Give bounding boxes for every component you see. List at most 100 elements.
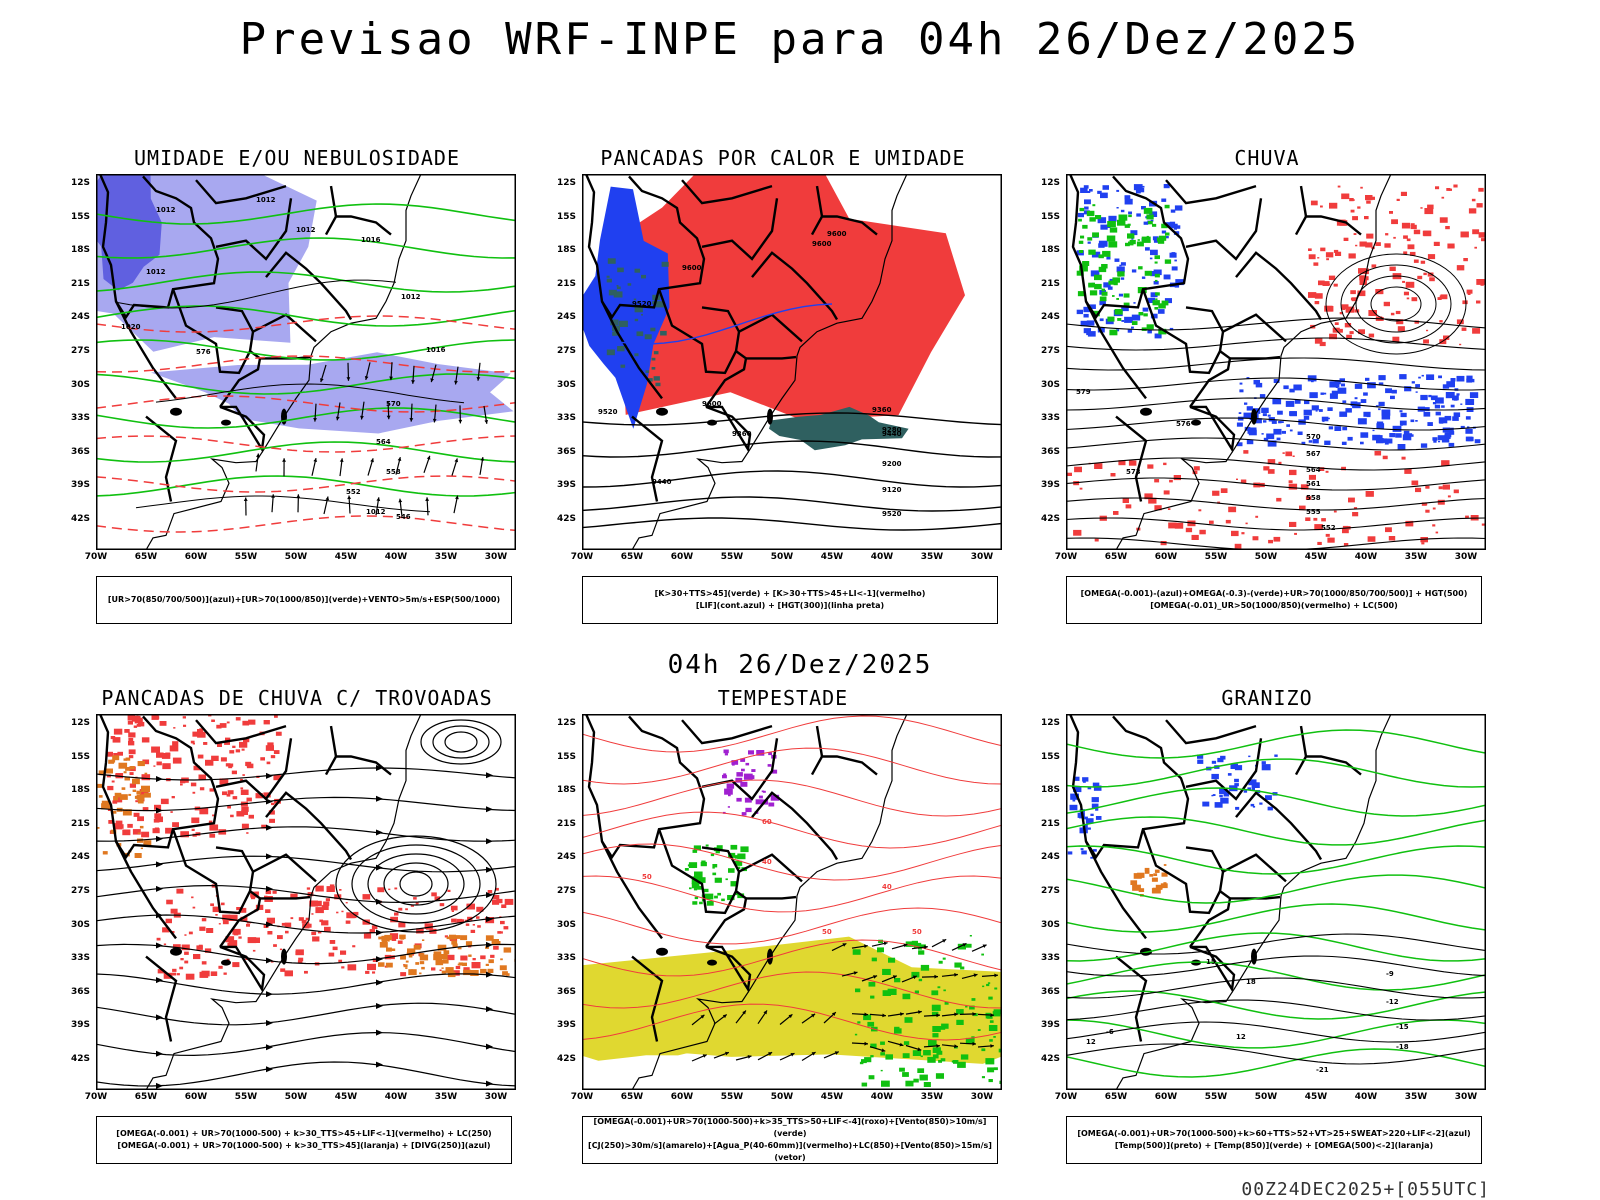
state-border (815, 725, 824, 757)
wind-vector-head (899, 1042, 904, 1047)
streamline-arrow (486, 1080, 493, 1087)
lon-tick-label: 70W (570, 552, 594, 562)
wind850-green-cell (700, 861, 707, 867)
omega-green-cell (1164, 259, 1172, 264)
wind850-green-cell (684, 868, 689, 871)
wind850-green-cell (730, 844, 738, 850)
thunderstorm-red-cell (248, 719, 256, 725)
thunderstorm-red-cell (273, 944, 277, 947)
shower-orange-cell (405, 967, 408, 969)
wind850-green-cell (712, 872, 717, 876)
lat-tick-label: 24S (556, 852, 576, 863)
lat-tick-label: 21S (1040, 818, 1060, 829)
rain-red-cell (1439, 320, 1443, 323)
thunderstorm-red-cell (439, 903, 445, 907)
hail-blue-cell (1069, 804, 1078, 811)
streamline-high (432, 725, 490, 759)
wind850-green-cell (954, 962, 962, 968)
omega-blue-cell (1435, 397, 1444, 404)
omega-blue-cell (1331, 390, 1338, 395)
rain-red-cell (1329, 202, 1338, 209)
lon-tick-label: 35W (920, 552, 944, 562)
rain-red-cell (1403, 251, 1408, 255)
rain-red-cell (1305, 517, 1311, 521)
thunderstorm-red-cell (497, 931, 501, 934)
omega-blue-cell (1452, 416, 1459, 421)
lon-tick-label: 60W (1154, 1092, 1178, 1102)
thunderstorm-red-cell (241, 748, 245, 751)
rain-red-cell (1364, 216, 1369, 220)
omega-green-cell (1089, 217, 1096, 222)
streamline-arrow (486, 941, 493, 948)
lon-tick-label: 35W (920, 1092, 944, 1102)
rain-red-cell (1427, 272, 1434, 277)
thunderstorm-red-cell (329, 940, 336, 944)
wind850-green-cell (953, 1060, 959, 1064)
hail-blue-cell (1087, 827, 1091, 830)
omega-blue-cell (1119, 264, 1122, 267)
omega-blue-cell (1381, 413, 1391, 420)
rain-red-cell (1320, 247, 1326, 252)
thunderstorm-red-cell (222, 791, 228, 796)
wind850-green-cell (899, 1067, 905, 1072)
lat-tick-label: 21S (70, 818, 90, 829)
wind850-green-cell (932, 1033, 939, 1038)
omega-green-cell (1146, 324, 1154, 330)
thunderstorm-red-cell (133, 715, 141, 722)
contour-label: 9440 (652, 478, 672, 486)
thunderstorm-red-cell (191, 896, 194, 899)
contour-label: 9600 (702, 400, 722, 408)
thunderstorm-red-cell (493, 895, 500, 900)
omega-blue-cell (1171, 266, 1178, 271)
lake (221, 959, 231, 966)
thunderstorm-red-cell (132, 829, 141, 835)
wind850-green-cell (960, 966, 965, 970)
thunderstorm-red-cell (367, 963, 376, 971)
rain-red-cell (1169, 479, 1173, 483)
shower-orange-cell (495, 941, 501, 945)
humidity-lowlevel-contour (96, 441, 516, 463)
pw-contour (582, 779, 1002, 817)
rain-red-cell (1094, 463, 1103, 469)
shower-orange-cell (405, 960, 409, 963)
wind850-green-cell (712, 864, 718, 868)
omega-green-cell (1117, 318, 1122, 321)
thunderstorm-red-cell (241, 823, 249, 829)
thunderstorm-red-cell (165, 827, 174, 834)
thunderstorm-red-cell (204, 948, 212, 953)
pw-contour (582, 747, 1002, 785)
thunderstorm-red-cell (309, 900, 318, 907)
rain-red-cell (1476, 300, 1481, 304)
thunderstorm-red-cell (472, 924, 475, 926)
omega-green-cell (1154, 261, 1158, 264)
shower-orange-cell (137, 832, 140, 834)
omega-blue-cell (1446, 427, 1454, 433)
wind-vector-head (747, 1055, 752, 1059)
thunderstorm-red-cell (172, 968, 177, 972)
thunderstorm-red-cell (240, 916, 248, 922)
shower-orange-cell (441, 967, 444, 969)
shower-orange-cell (452, 973, 456, 976)
thunderstorm-red-cell (263, 792, 271, 798)
rain-red-cell (1435, 531, 1439, 534)
wind850-green-cell (697, 877, 706, 883)
k-tts-cell (634, 306, 643, 313)
shower-orange-cell (400, 937, 405, 940)
omega-blue-cell (1174, 284, 1180, 288)
omega-green-cell (1078, 240, 1084, 244)
rain-red-cell (1432, 507, 1436, 510)
omega-blue-cell (1289, 429, 1293, 432)
lon-tick-label: 60W (1154, 552, 1178, 562)
rain-red-cell (1074, 466, 1082, 473)
wind-vector-head (982, 944, 987, 948)
k-tts-cell (647, 378, 653, 382)
omega-blue-cell (1293, 384, 1302, 391)
storm-purple-cell (771, 769, 778, 774)
streamline (96, 1061, 516, 1087)
wind-vector-head (243, 497, 248, 501)
omega-blue-cell (1448, 431, 1455, 435)
wind-vector-head (954, 973, 958, 977)
state-border (705, 350, 748, 408)
shower-orange-cell (435, 959, 444, 966)
rain-red-cell (1370, 196, 1375, 200)
